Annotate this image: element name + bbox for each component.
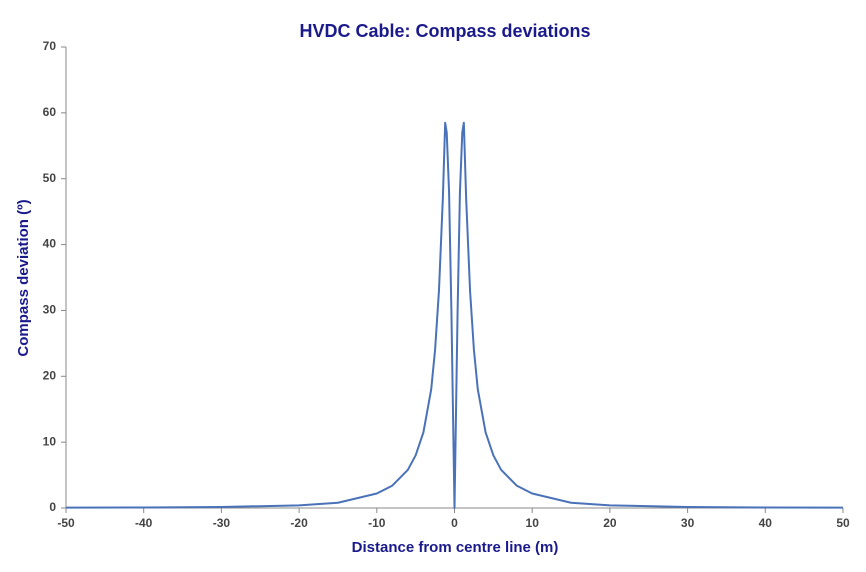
y-tick-label: 20 [43, 368, 57, 382]
x-tick-label: 30 [681, 516, 695, 530]
x-tick-label: -40 [135, 516, 153, 530]
x-tick-label: -10 [368, 516, 386, 530]
x-tick-label: -30 [213, 516, 231, 530]
data-line [65, 121, 844, 509]
y-tick-label: 70 [43, 39, 57, 53]
x-tick-label: -50 [57, 516, 75, 530]
y-tick-label: 50 [43, 171, 57, 185]
x-axis-label: Distance from centre line (m) [352, 539, 559, 556]
y-tick-label: 40 [43, 237, 57, 251]
x-tick-label: -20 [290, 516, 308, 530]
chart-title: HVDC Cable: Compass deviations [299, 21, 590, 41]
x-tick-label: 20 [603, 516, 617, 530]
x-tick-label: 10 [526, 516, 540, 530]
y-tick-label: 0 [49, 500, 56, 514]
x-tick-label: 0 [451, 516, 458, 530]
y-tick-label: 60 [43, 105, 57, 119]
x-tick-label: 50 [836, 516, 850, 530]
y-tick-label: 30 [43, 303, 57, 317]
x-tick-label: 40 [759, 516, 773, 530]
y-axis-label: Compass deviation (º) [15, 199, 32, 356]
y-tick-label: 10 [43, 434, 57, 448]
